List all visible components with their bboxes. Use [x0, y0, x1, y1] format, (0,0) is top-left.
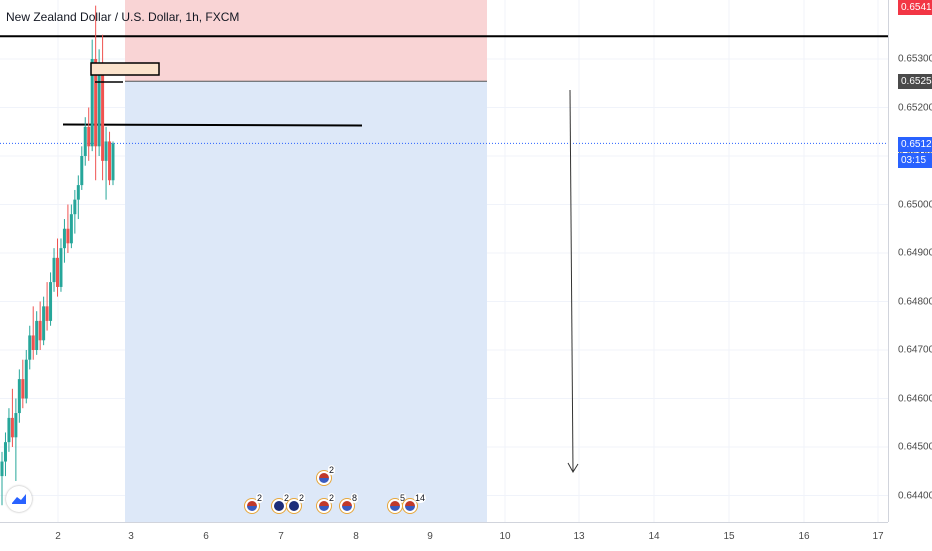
- economic-event-icon[interactable]: 8: [339, 493, 359, 514]
- stop-loss-zone: [125, 0, 487, 82]
- candle-body: [56, 257, 59, 287]
- price-tick-label: 0.65200: [898, 102, 932, 113]
- event-count-badge: 8: [351, 493, 359, 503]
- candle-body: [21, 379, 25, 399]
- candle-body: [24, 359, 28, 399]
- economic-event-icon[interactable]: 2: [271, 493, 291, 514]
- price-tick-label: 0.64800: [898, 296, 932, 307]
- economic-event-icon[interactable]: 5: [387, 493, 407, 514]
- nz-flag-icon: [274, 501, 284, 511]
- candle-body: [52, 257, 56, 283]
- price-tick-label: 0.65000: [898, 199, 932, 210]
- candle-body: [94, 59, 98, 147]
- price-tick-label: 0.64900: [898, 247, 932, 259]
- time-tick-label: 6: [203, 531, 209, 542]
- candle-body: [0, 461, 4, 477]
- time-tick-label: 16: [798, 531, 810, 542]
- price-tick-label: 0.64500: [898, 441, 932, 453]
- candle-body: [80, 156, 84, 186]
- candle-body: [35, 320, 39, 350]
- candle-body: [17, 379, 21, 414]
- event-count-badge: 2: [283, 493, 291, 503]
- us-flag-icon: [342, 501, 352, 511]
- candle-body: [87, 126, 91, 147]
- candle-body: [69, 214, 73, 244]
- event-count-badge: 14: [414, 493, 427, 503]
- time-tick-label: 8: [353, 531, 359, 542]
- event-count-badge: 2: [328, 465, 336, 475]
- candle-body: [3, 442, 7, 462]
- event-count-badge: 2: [298, 493, 306, 503]
- candle-body: [49, 282, 53, 321]
- economic-event-icon[interactable]: 14: [402, 493, 427, 514]
- candle-body: [83, 126, 87, 156]
- top-price-badge: 0.65416: [898, 0, 932, 15]
- candle-body: [45, 306, 49, 321]
- highlight-box: [90, 62, 160, 76]
- candle-body: [90, 59, 94, 147]
- candle-body: [76, 185, 80, 200]
- candle-body: [31, 335, 35, 350]
- candle-body: [59, 248, 63, 287]
- tradingview-logo[interactable]: [6, 486, 32, 512]
- candle-body: [28, 335, 32, 360]
- economic-event-icon[interactable]: 2: [244, 493, 264, 514]
- candle-body: [38, 320, 42, 341]
- event-count-badge: 5: [399, 493, 407, 503]
- candle-body: [101, 68, 105, 161]
- candle-body: [73, 199, 77, 215]
- us-flag-icon: [319, 473, 329, 483]
- candlestick-chart[interactable]: [0, 0, 888, 522]
- candle-body: [62, 228, 66, 249]
- time-tick-label: 3: [128, 531, 134, 542]
- price-tick-label: 0.65300: [898, 53, 932, 65]
- economic-event-icon[interactable]: 2: [316, 493, 336, 514]
- tradingview-logo-icon: [12, 494, 26, 504]
- candle-body: [104, 141, 108, 161]
- candle-body: [10, 417, 14, 438]
- economic-event-icon[interactable]: 2: [286, 493, 306, 514]
- us-flag-icon: [405, 501, 415, 511]
- price-tick-label: 0.64600: [898, 393, 932, 404]
- time-tick-label: 14: [648, 531, 660, 542]
- down-arrow-shaft: [569, 89, 574, 473]
- time-tick-label: 7: [278, 531, 284, 542]
- time-tick-label: 9: [427, 531, 433, 542]
- profit-target-zone: [125, 81, 487, 522]
- event-count-badge: 2: [328, 493, 336, 503]
- candle-body: [97, 68, 101, 147]
- candle-body: [108, 141, 112, 181]
- current-price-badge: 0.65126: [898, 137, 932, 152]
- nz-flag-icon: [289, 501, 299, 511]
- time-tick-label: 2: [55, 531, 61, 542]
- down-arrow-icon: [567, 462, 579, 473]
- candle-body: [7, 417, 11, 443]
- time-axis[interactable]: [0, 522, 888, 551]
- time-tick-label: 10: [499, 531, 511, 542]
- countdown-badge: 03:15: [898, 153, 932, 168]
- event-count-badge: 2: [256, 493, 264, 503]
- candle-body: [66, 228, 70, 244]
- time-tick-label: 13: [573, 531, 585, 542]
- candle-body: [14, 413, 18, 438]
- candle-body: [111, 143, 115, 181]
- economic-event-icon[interactable]: 2: [316, 465, 336, 486]
- candle-body: [42, 306, 46, 341]
- us-flag-icon: [319, 501, 329, 511]
- price-tick-label: 0.64400: [898, 490, 932, 501]
- entry-price-badge: 0.65254: [898, 74, 932, 89]
- chart-pane[interactable]: [0, 0, 888, 522]
- support-line: [62, 123, 363, 127]
- time-tick-label: 17: [872, 531, 884, 542]
- price-tick-label: 0.64700: [898, 344, 932, 356]
- time-tick-label: 15: [723, 531, 735, 542]
- us-flag-icon: [390, 501, 400, 511]
- chart-title: New Zealand Dollar / U.S. Dollar, 1h, FX…: [6, 10, 240, 24]
- us-flag-icon: [247, 501, 257, 511]
